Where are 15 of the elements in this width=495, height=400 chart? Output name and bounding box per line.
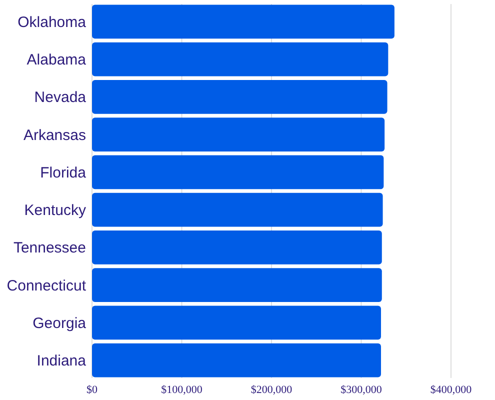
y-tick-label: Tennessee bbox=[13, 240, 86, 257]
y-tick-label: Oklahoma bbox=[18, 14, 87, 31]
y-tick-label: Alabama bbox=[26, 52, 87, 69]
x-tick-label: $0 bbox=[86, 384, 98, 396]
y-tick-label: Connecticut bbox=[6, 277, 87, 294]
y-tick-label: Nevada bbox=[34, 89, 87, 106]
y-tick-label: Georgia bbox=[32, 314, 87, 332]
y-tick-label: Indiana bbox=[36, 352, 87, 370]
y-tick-label: Kentucky bbox=[24, 202, 86, 220]
y-tick-label: Florida bbox=[40, 164, 87, 182]
x-tick-label: $100,000 bbox=[161, 384, 203, 396]
x-tick-label: $300,000 bbox=[340, 384, 382, 396]
y-tick-label: Arkansas bbox=[23, 126, 86, 144]
x-tick-label: $400,000 bbox=[430, 384, 472, 396]
x-tick-label: $200,000 bbox=[250, 384, 293, 396]
